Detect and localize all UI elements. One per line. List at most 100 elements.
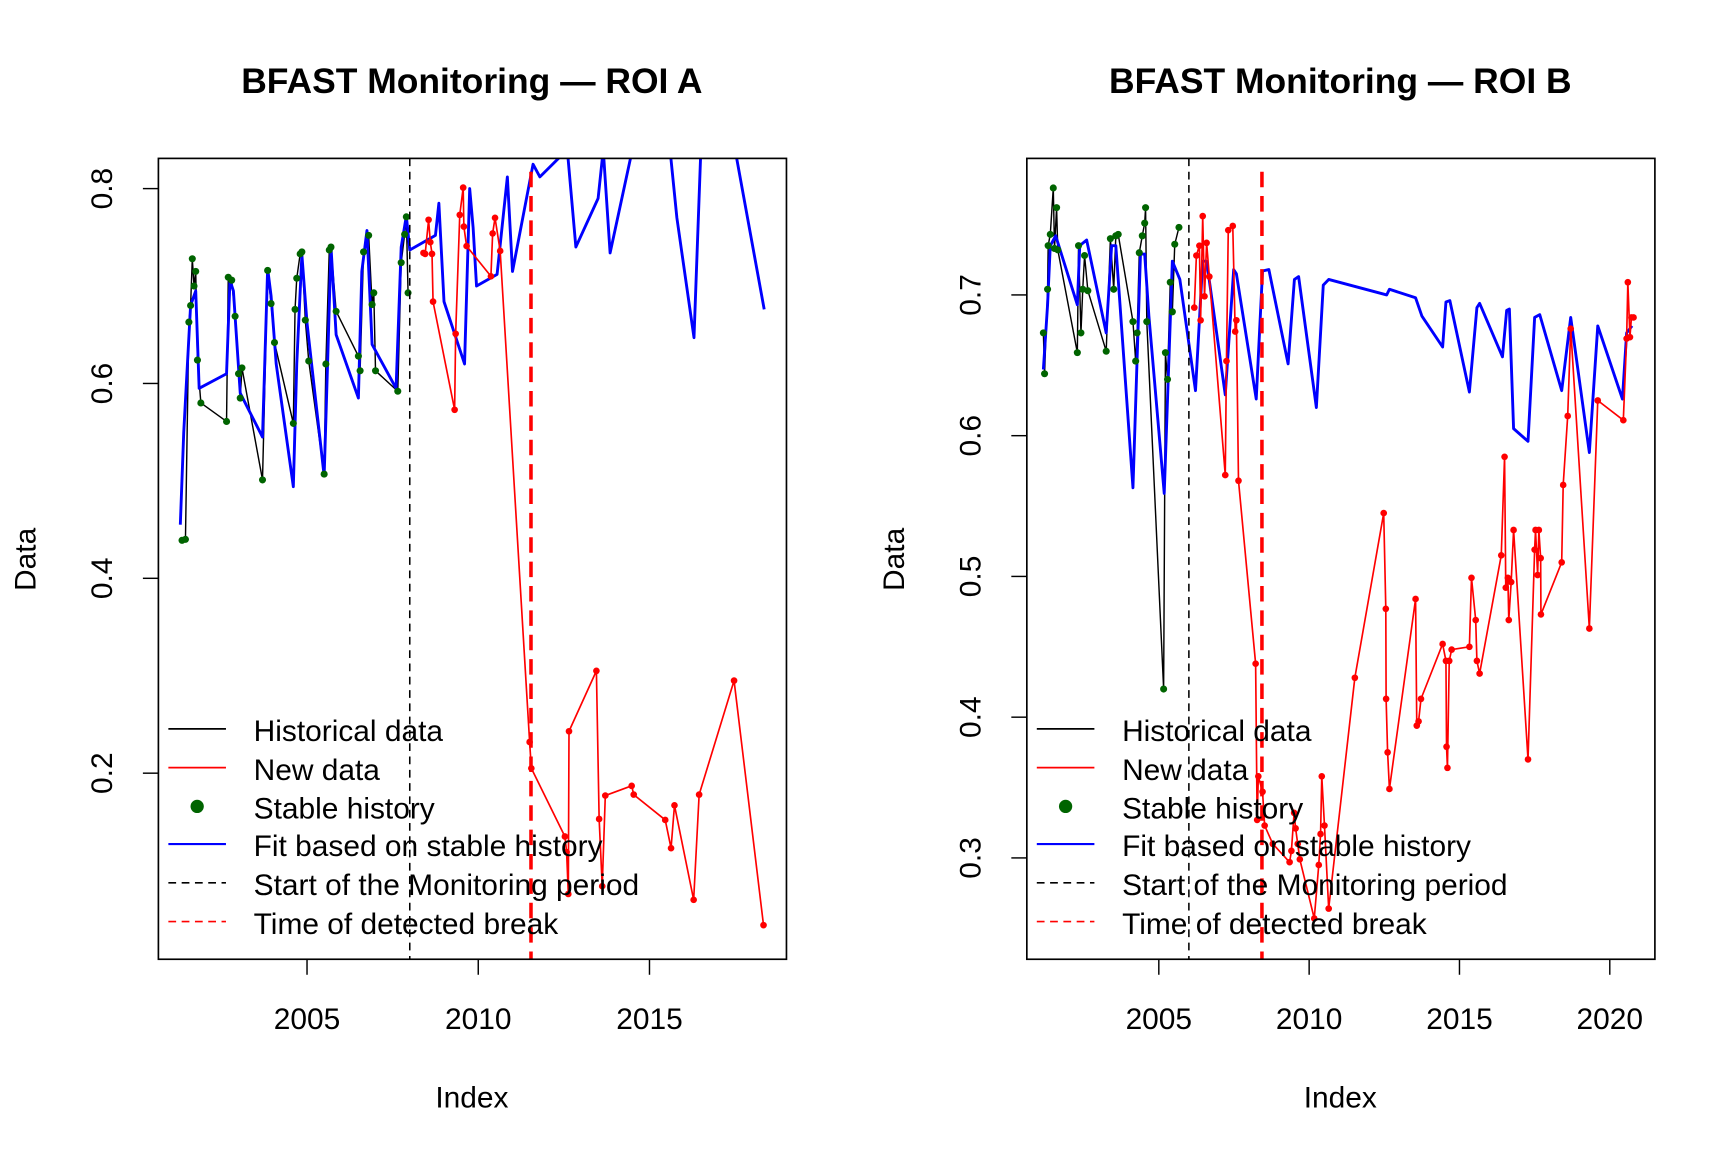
legend-new-data-label: New data [254,754,381,787]
stable-history-point [1106,235,1114,243]
stable-history-point [270,338,279,347]
new-data-point [425,216,432,224]
y-axis-label: Data [878,527,911,591]
new-data-point [1223,357,1230,365]
legend-fit-label: Fit based on stable history [254,830,603,863]
plot-area [178,158,767,960]
stable-history-point [228,276,236,284]
new-data-point [456,211,464,219]
y-tick-label: 0.7 [954,274,987,316]
new-data-point [1296,856,1304,863]
new-data-point [1445,657,1453,665]
new-data-point [1190,304,1198,311]
stable-history-point [1114,230,1122,238]
new-data-point [459,184,467,191]
stable-history-point [238,364,246,372]
stable-history-point [223,417,231,426]
new-data-point [601,792,609,799]
new-data-point [1384,749,1391,756]
chart-title: BFAST Monitoring — ROI B [1109,61,1572,101]
y-tick-label: 0.6 [86,363,119,405]
new-data-point [1197,316,1204,324]
y-tick-label: 0.5 [954,556,987,598]
y-tick-label: 0.4 [86,558,119,600]
stable-history-point [394,387,402,395]
stable-history-point [289,419,297,427]
stable-history-point [327,243,335,251]
new-data-point [1564,412,1572,420]
new-data-point [1252,660,1259,668]
y-tick-label: 0.4 [954,696,987,738]
stable-history-point [1044,242,1052,250]
new-data-point [1594,397,1602,404]
y-tick-label: 0.6 [954,415,987,457]
new-data-point [1559,481,1567,489]
stable-history-point [1044,285,1052,293]
new-data-point [730,677,738,684]
new-data-point [1196,242,1203,249]
new-data-point [1417,695,1425,703]
stable-history-point [197,399,205,407]
legend: Historical data New data Stable history Fit… [168,715,639,941]
new-data-point [463,242,470,250]
new-data-point [561,833,569,840]
stable-history-point [1161,349,1169,357]
stable-history-point [301,316,309,324]
stable-history-point [401,230,409,238]
new-data-point [1310,915,1318,922]
new-data-point [1235,477,1242,485]
stable-history-point [359,248,368,256]
stable-history-point [332,307,340,315]
new-data-point [1386,785,1393,793]
new-data-point [1231,328,1239,335]
stable-history-point [1054,246,1062,254]
stable-history-point [236,394,244,402]
new-data-point [565,727,573,735]
new-data-point [695,791,703,798]
new-data-point [671,802,678,809]
stable-history-point [190,282,198,290]
stable-history-point [1138,232,1146,240]
stable-history-point [1141,219,1149,227]
new-data-point [1255,772,1262,780]
new-data-point [1535,526,1543,534]
stable-history-point [371,367,380,375]
legend-stable-history-label: Stable history [1122,793,1303,826]
stable-history-point [293,274,301,282]
new-data-point [1537,611,1545,618]
stable-history-point [187,301,195,310]
new-data-point [630,791,638,798]
stable-history-point [1129,318,1137,326]
new-data-point [760,921,767,929]
legend-break-label: Time of detected break [1122,908,1427,941]
new-data-point [1501,453,1508,461]
x-tick-label: 2005 [274,1003,340,1036]
stable-history-point [1102,347,1110,355]
new-data-point [1497,551,1505,559]
new-data-point [1201,293,1208,300]
stable-history-point [1171,240,1179,248]
new-data-line [1193,215,1634,920]
stable-history-point [1073,349,1081,357]
stable-history-point [1084,287,1092,295]
stable-history-point [305,357,313,365]
plot-area [1039,158,1637,960]
y-axis-label: Data [9,527,42,591]
stable-history-point [356,367,364,375]
new-data-point [593,667,600,675]
stable-history-point [320,470,328,478]
new-data-point [421,250,429,258]
fit-line [1041,234,1634,495]
y-tick-label: 0.3 [954,837,987,879]
new-data-point [1317,830,1324,838]
new-data-point [426,238,434,246]
x-tick-label: 2010 [1276,1003,1342,1036]
new-data-point [1466,643,1473,651]
new-data-point [1229,222,1237,230]
new-data-point [661,816,669,824]
stable-history-point [1160,685,1168,693]
y-tick-label: 0.8 [86,168,119,210]
new-data-point [1325,905,1333,912]
stable-history-point [1077,329,1085,337]
stable-history-point [322,360,330,368]
